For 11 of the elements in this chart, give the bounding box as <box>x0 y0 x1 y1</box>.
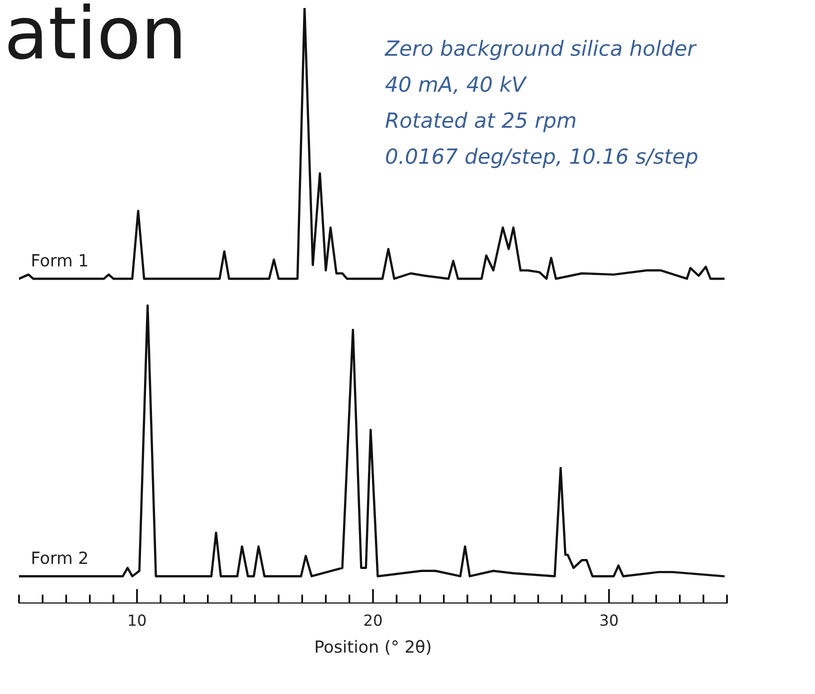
series-label: Form 1 <box>32 254 88 267</box>
annotation: 40 mA, 40 kV <box>385 76 527 94</box>
annotation: 0.0167 deg/step, 10.16 s/step <box>386 148 698 168</box>
chart-title: ation <box>8 3 181 60</box>
series-label: Form 2 <box>32 551 88 564</box>
x-tick-label: 20 <box>364 614 382 626</box>
annotation: Rotated at 25 rpm <box>386 112 576 132</box>
x-tick-label: 10 <box>128 614 146 626</box>
x-tick-label: 30 <box>600 614 618 626</box>
annotation: Zero background silica holder <box>384 40 697 60</box>
x-axis-title: Position (° 2θ) <box>316 640 430 655</box>
